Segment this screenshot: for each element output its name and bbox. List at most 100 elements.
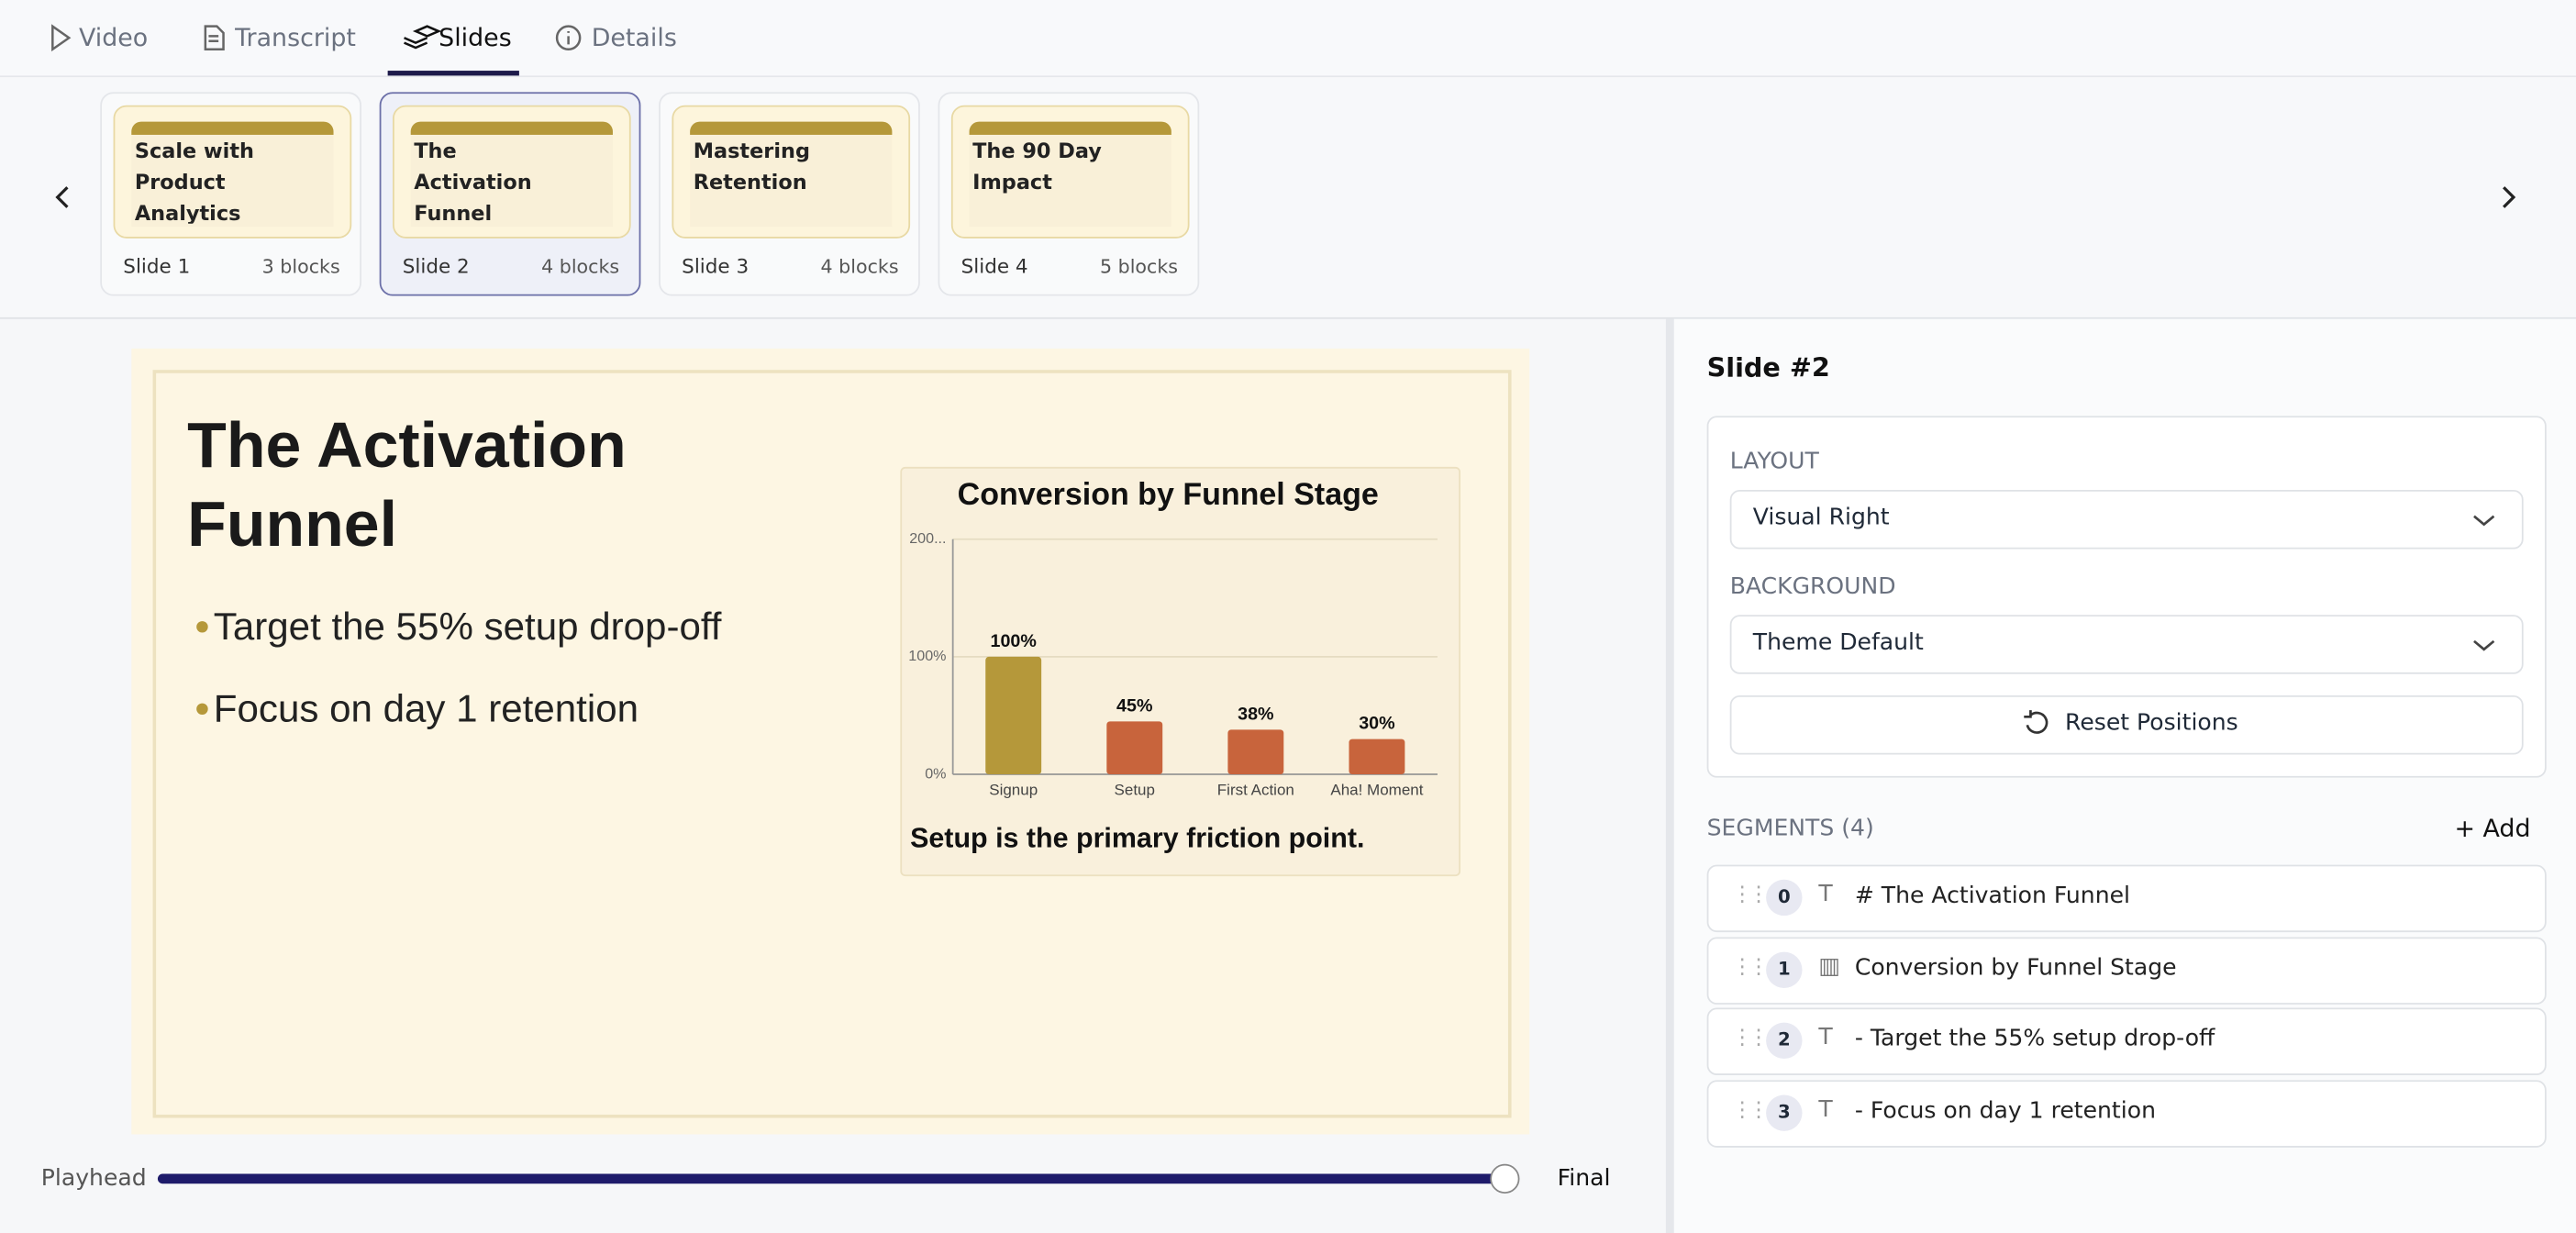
slide-preview: The 90 Day Impact — [950, 105, 1190, 239]
preview-inner — [690, 134, 893, 228]
x-tick-label: Setup — [1115, 781, 1155, 798]
tab-icons — [51, 24, 582, 52]
preview-title: Mastering Retention — [693, 138, 811, 194]
preview-inner — [410, 134, 613, 228]
bar — [1227, 729, 1284, 775]
chart: Conversion by Funnel Stage Setup is the … — [908, 477, 1438, 854]
x-tick-label: First Action — [1217, 781, 1294, 798]
slide-blocks: 4 blocks — [820, 254, 899, 278]
tab[interactable]: Transcript — [235, 23, 356, 53]
y-tick-label: 200... — [909, 530, 946, 547]
preview-title: The 90 Day Impact — [972, 138, 1102, 194]
preview-inner — [969, 134, 1171, 228]
slide-blocks: 3 blocks — [261, 254, 340, 278]
chart-title: Conversion by Funnel Stage — [958, 477, 1379, 512]
playhead-knob[interactable] — [1490, 1163, 1520, 1194]
slide-preview: Mastering Retention — [672, 105, 911, 239]
value-label: 30% — [1359, 714, 1394, 734]
segment-index: 0 — [1766, 879, 1803, 916]
tab[interactable]: Details — [591, 23, 677, 53]
slide-frame — [152, 370, 1512, 1118]
reset-icon — [2024, 710, 2049, 734]
segment-icon: T — [1818, 1096, 1833, 1124]
preview-bar — [131, 121, 334, 135]
preview-title: The Activation Funnel — [414, 138, 532, 224]
segment-index: 3 — [1766, 1094, 1803, 1132]
y-tick-label: 0% — [925, 765, 946, 782]
panel-heading: Slide #2 — [1706, 351, 1830, 383]
segment-text: - Focus on day 1 retention — [1854, 1098, 2156, 1125]
value-label: 38% — [1238, 704, 1273, 724]
segment-row[interactable]: ⋮⋮ 2 T - Target the 55% setup drop-off — [1706, 1008, 2547, 1076]
background-value: Theme Default — [1752, 629, 1924, 657]
segments-label: SEGMENTS (4) — [1706, 815, 1874, 842]
preview-title: Scale with Product Analytics — [134, 138, 254, 224]
add-button[interactable]: + Add — [2454, 814, 2531, 844]
preview-bar — [969, 121, 1171, 135]
value-label: 100% — [991, 631, 1037, 651]
drag-handle: ⋮⋮ — [1731, 954, 1770, 980]
divider[interactable] — [1665, 318, 1674, 1233]
segment-index: 1 — [1766, 951, 1803, 988]
slide-label: Slide 2 — [402, 254, 470, 278]
slide-card[interactable]: Mastering Retention Slide 3 4 blocks — [659, 92, 920, 296]
layout-value: Visual Right — [1752, 505, 1890, 531]
playhead-track[interactable] — [157, 1173, 1505, 1184]
layout-select[interactable] — [1729, 490, 2524, 550]
tab[interactable]: Slides — [439, 23, 512, 53]
preview-inner — [131, 134, 334, 228]
tab-underline — [387, 71, 519, 76]
segment-icon: ▥ — [1818, 952, 1841, 980]
slide-label: Slide 4 — [960, 254, 1028, 278]
segment-text: - Target the 55% setup drop-off — [1854, 1026, 2215, 1053]
bullet: Target the 55% setup drop-off — [213, 605, 722, 649]
slide-card[interactable]: The Activation Funnel Slide 2 4 blocks — [379, 92, 641, 296]
bar — [1349, 739, 1405, 775]
preview-bar — [410, 121, 613, 135]
prev-arrow[interactable] — [50, 183, 76, 212]
value-label: 45% — [1116, 695, 1152, 716]
layout-label: LAYOUT — [1729, 449, 1819, 475]
preview-bar — [690, 121, 893, 135]
bullet: Focus on day 1 retention — [213, 687, 639, 730]
segment-text: Conversion by Funnel Stage — [1854, 954, 2177, 982]
slide-blocks: 4 blocks — [541, 254, 620, 278]
drag-handle: ⋮⋮ — [1731, 1098, 1770, 1124]
playhead-label: Playhead — [40, 1165, 147, 1193]
segment-icon: T — [1818, 881, 1833, 908]
background-select[interactable] — [1729, 615, 2524, 674]
segment-row[interactable]: ⋮⋮ 1 ▥ Conversion by Funnel Stage — [1706, 936, 2547, 1005]
x-tick-label: Aha! Moment — [1330, 781, 1423, 798]
segment-row[interactable]: ⋮⋮ 0 T # The Activation Funnel — [1706, 864, 2547, 933]
slide-blocks: 5 blocks — [1099, 254, 1179, 278]
reset-label: Reset Positions — [2065, 710, 2238, 737]
slide-label: Slide 3 — [682, 254, 749, 278]
bullet-dot: • — [190, 687, 215, 734]
slide-card[interactable]: The 90 Day Impact Slide 4 5 blocks — [938, 92, 1200, 296]
next-arrow[interactable] — [2495, 183, 2522, 212]
chevrons — [2473, 515, 2495, 651]
bullet-dot: • — [190, 605, 215, 651]
slide-preview: The Activation Funnel — [393, 105, 631, 239]
chart-caption: Setup is the primary friction point. — [910, 823, 1364, 854]
slide-title: The Activation Funnel — [187, 411, 627, 561]
slide-card[interactable]: Scale with Product Analytics Slide 1 3 blo… — [100, 92, 361, 296]
background-label: BACKGROUND — [1729, 573, 1896, 601]
segment-icon: T — [1818, 1025, 1833, 1051]
slide-preview: Scale with Product Analytics — [113, 105, 352, 239]
drag-handle: ⋮⋮ — [1731, 883, 1770, 908]
bar — [1106, 721, 1163, 775]
segment-text: # The Activation Funnel — [1854, 883, 2130, 909]
playhead-end: Final — [1557, 1165, 1611, 1193]
segment-index: 2 — [1766, 1023, 1803, 1060]
tab[interactable]: Video — [78, 23, 149, 53]
add-label: Add — [2482, 814, 2531, 844]
reset-button[interactable] — [1729, 695, 2524, 755]
drag-handle: ⋮⋮ — [1731, 1026, 1770, 1051]
x-tick-label: Signup — [989, 781, 1038, 798]
segment-row[interactable]: ⋮⋮ 3 T - Focus on day 1 retention — [1706, 1080, 2547, 1148]
y-tick-label: 100% — [908, 648, 946, 664]
tab-bar — [0, 0, 2576, 78]
